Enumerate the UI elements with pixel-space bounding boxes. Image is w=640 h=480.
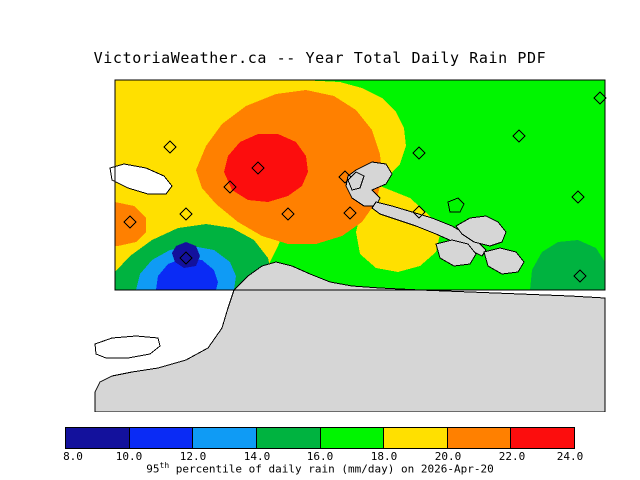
colorbar-band-18-20[interactable] bbox=[384, 428, 448, 448]
colorbar-tick: 16.0 bbox=[306, 450, 334, 463]
station-marker[interactable] bbox=[338, 170, 352, 184]
colorbar-band-12-14[interactable] bbox=[193, 428, 257, 448]
colorbar[interactable] bbox=[65, 427, 575, 449]
land-inlet-white bbox=[94, 335, 161, 359]
land-peninsula-arm bbox=[347, 171, 365, 191]
colorbar-tick: 24.0 bbox=[556, 450, 584, 463]
caption-superscript: th bbox=[159, 461, 170, 470]
station-marker[interactable] bbox=[343, 206, 357, 220]
station-marker[interactable] bbox=[573, 269, 587, 283]
colorbar-tick: 22.0 bbox=[498, 450, 526, 463]
colorbar-band-16-18[interactable] bbox=[320, 428, 385, 448]
page-title: VictoriaWeather.ca -- Year Total Daily R… bbox=[93, 49, 547, 67]
colorbar-tick: 20.0 bbox=[434, 450, 462, 463]
plot-box-border bbox=[114, 79, 606, 291]
contour-field bbox=[115, 80, 605, 290]
contour-band-14-16-se bbox=[530, 240, 605, 290]
colorbar-band-14-16[interactable] bbox=[256, 428, 321, 448]
caption-prefix: 95 bbox=[146, 462, 160, 476]
colorbar-band-10-12[interactable] bbox=[129, 428, 194, 448]
colorbar-tick: 8.0 bbox=[63, 450, 83, 463]
colorbar-tick-labels: 8.0 10.0 12.0 14.0 16.0 18.0 20.0 22.0 2… bbox=[0, 450, 640, 464]
islet-outline-center bbox=[447, 197, 465, 213]
caption-suffix: percentile of daily rain (mm/day) on 202… bbox=[169, 462, 494, 476]
land-main-south bbox=[94, 261, 606, 412]
station-marker[interactable] bbox=[593, 91, 607, 105]
station-marker[interactable] bbox=[163, 140, 177, 154]
land-island-east-3 bbox=[483, 247, 525, 275]
contour-band-10-12-sw bbox=[156, 258, 218, 290]
station-marker[interactable] bbox=[223, 180, 237, 194]
station-marker[interactable] bbox=[571, 190, 585, 204]
colorbar-band-8-10[interactable] bbox=[66, 428, 130, 448]
land-island-east-2 bbox=[435, 239, 477, 267]
station-marker[interactable] bbox=[123, 215, 137, 229]
colorbar-tick: 18.0 bbox=[370, 450, 398, 463]
station-markers[interactable] bbox=[123, 91, 607, 283]
colorbar-tick: 12.0 bbox=[179, 450, 207, 463]
station-marker[interactable] bbox=[179, 251, 193, 265]
map-canvas[interactable] bbox=[0, 76, 640, 412]
station-marker[interactable] bbox=[512, 129, 526, 143]
colorbar-tick: 14.0 bbox=[243, 450, 271, 463]
colorbar-tick: 10.0 bbox=[115, 450, 143, 463]
contour-band-22-24 bbox=[224, 134, 308, 202]
station-marker[interactable] bbox=[281, 207, 295, 221]
colorbar-band-20-22[interactable] bbox=[447, 428, 512, 448]
station-marker[interactable] bbox=[251, 161, 265, 175]
land-polygons bbox=[94, 161, 606, 412]
island-outline-west bbox=[109, 163, 173, 195]
station-marker[interactable] bbox=[179, 207, 193, 221]
land-island-east-1 bbox=[455, 215, 507, 247]
colorbar-band-22-24[interactable] bbox=[511, 428, 574, 448]
station-marker[interactable] bbox=[412, 205, 426, 219]
contour-band-20-22-west bbox=[115, 202, 146, 246]
station-marker[interactable] bbox=[412, 146, 426, 160]
colorbar-caption: 95th percentile of daily rain (mm/day) o… bbox=[0, 461, 640, 476]
contour-band-8-10-sw bbox=[172, 242, 200, 268]
